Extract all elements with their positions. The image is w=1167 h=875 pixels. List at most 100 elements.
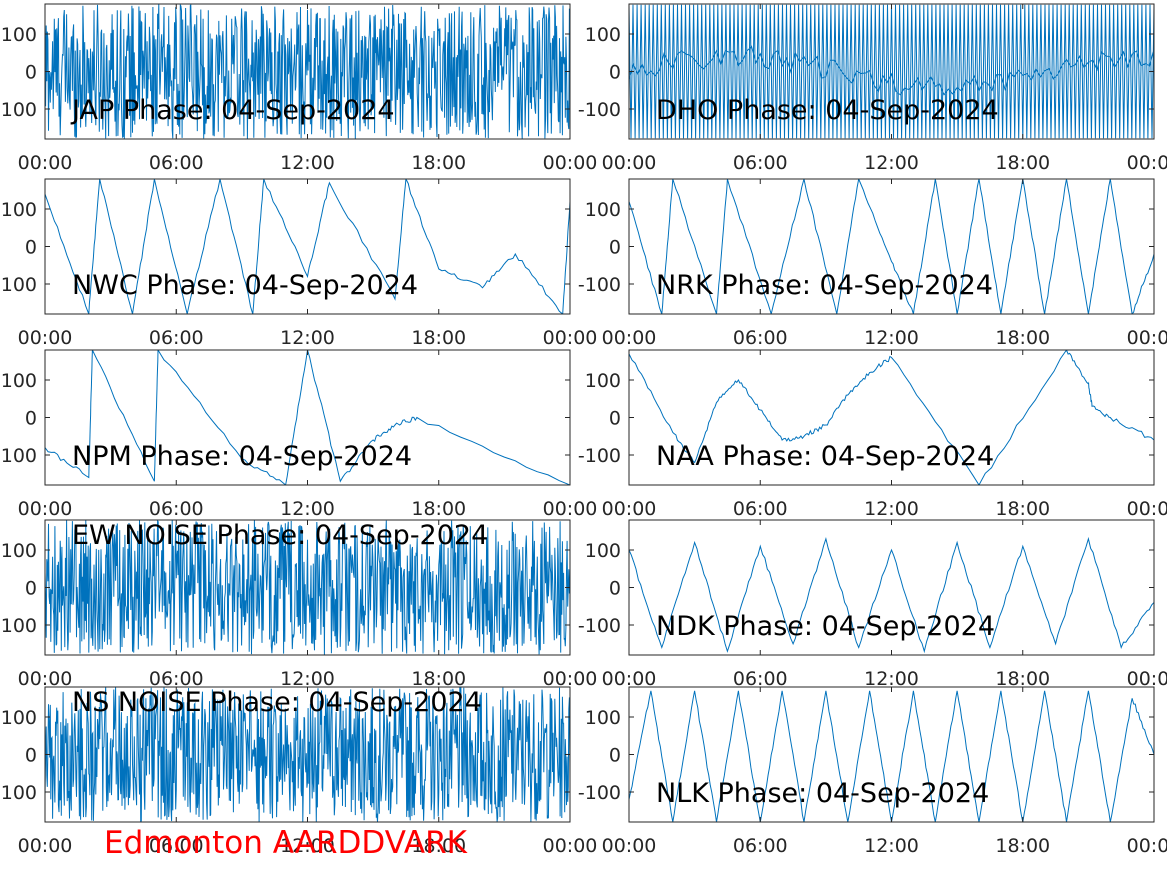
x-tick-label: 06:00: [733, 668, 788, 690]
y-tick-label: 100: [1, 199, 37, 221]
y-tick-label: -100: [578, 782, 621, 804]
x-tick-label: 06:00: [733, 835, 788, 857]
y-tick-label: -100: [578, 274, 621, 296]
y-tick-label: -100: [578, 615, 621, 637]
y-tick-label: 100: [1, 445, 37, 467]
y-tick-label: 100: [585, 707, 621, 729]
y-tick-label: -100: [578, 99, 621, 121]
y-tick-label: 0: [25, 578, 37, 600]
x-tick-label: 18:00: [411, 327, 466, 349]
subplot-title: NPM Phase: 04-Sep-2024: [72, 441, 412, 472]
subplot-5: 100 0 100 00:00 06:00 12:00 18:00 00:00 NPM Phas…: [1, 349, 598, 520]
x-tick-label: 06:00: [149, 835, 204, 857]
x-tick-label: 18:00: [995, 668, 1050, 690]
x-tick-label: 00:00: [1127, 152, 1167, 174]
x-tick-label: 06:00: [733, 498, 788, 520]
phase-series-line: [45, 350, 570, 485]
y-tick-label: 100: [1, 99, 37, 121]
x-tick-label: 00:00: [543, 498, 598, 520]
y-tick-label: 0: [25, 237, 37, 259]
x-tick-label: 00:00: [1127, 327, 1167, 349]
x-tick-label: 00:00: [18, 668, 73, 690]
x-tick-label: 18:00: [411, 835, 466, 857]
phase-series-line: [45, 687, 570, 822]
subplot-title: NWC Phase: 04-Sep-2024: [72, 270, 418, 301]
x-tick-label: 00:00: [18, 498, 73, 520]
x-tick-label: 00:00: [602, 668, 657, 690]
subplot-2: 100 0 -100 00:00 06:00 12:00 18:00 00:00 DHO Pha…: [578, 3, 1167, 174]
x-tick-label: 00:00: [602, 498, 657, 520]
subplot-7: 100 0 100 00:00 06:00 12:00 18:00 00:00 EW NOISE…: [1, 519, 598, 690]
x-tick-label: 00:00: [602, 835, 657, 857]
x-tick-label: 00:00: [543, 835, 598, 857]
subplot-title: NRK Phase: 04-Sep-2024: [656, 270, 993, 301]
subplot-6: 100 0 -100 00:00 06:00 12:00 18:00 00:00 NAA Pha…: [578, 349, 1167, 520]
x-tick-label: 18:00: [411, 152, 466, 174]
subplot-4: 100 0 -100 00:00 06:00 12:00 18:00 00:00 NRK Pha…: [578, 178, 1167, 349]
y-tick-label: 100: [585, 24, 621, 46]
x-tick-label: 06:00: [733, 152, 788, 174]
x-tick-label: 18:00: [411, 498, 466, 520]
footer-label: Edmonton AARDDVARK: [104, 825, 468, 861]
subplot-3: 100 0 100 00:00 06:00 12:00 18:00 00:00 NWC Phas…: [1, 178, 598, 349]
x-tick-label: 18:00: [995, 152, 1050, 174]
x-tick-label: 00:00: [1127, 498, 1167, 520]
x-tick-label: 12:00: [864, 327, 919, 349]
x-tick-label: 12:00: [280, 498, 335, 520]
x-tick-label: 18:00: [995, 835, 1050, 857]
y-tick-label: 0: [25, 408, 37, 430]
y-tick-label: 0: [609, 408, 621, 430]
y-tick-label: -100: [578, 445, 621, 467]
x-tick-label: 00:00: [602, 152, 657, 174]
subplot-title: DHO Phase: 04-Sep-2024: [656, 95, 999, 126]
subplot-title: NAA Phase: 04-Sep-2024: [656, 441, 994, 472]
x-tick-label: 06:00: [149, 152, 204, 174]
x-tick-label: 06:00: [149, 498, 204, 520]
subplot-9: 100 0 100 00:00 06:00 12:00 18:00 00:00 NS NOISE…: [1, 686, 598, 857]
x-tick-label: 12:00: [280, 668, 335, 690]
x-tick-label: 00:00: [1127, 668, 1167, 690]
x-tick-label: 00:00: [543, 327, 598, 349]
x-tick-label: 00:00: [1127, 835, 1167, 857]
y-tick-label: 100: [585, 199, 621, 221]
x-tick-label: 12:00: [280, 835, 335, 857]
x-tick-label: 06:00: [733, 327, 788, 349]
y-tick-label: 0: [609, 62, 621, 84]
phase-series-line: [45, 179, 570, 314]
x-tick-label: 00:00: [18, 152, 73, 174]
x-tick-label: 06:00: [149, 668, 204, 690]
subplot-title: NDK Phase: 04-Sep-2024: [656, 611, 995, 642]
y-tick-label: 0: [609, 237, 621, 259]
phase-series-line: [45, 4, 570, 139]
x-tick-label: 12:00: [280, 327, 335, 349]
phase-series-line: [629, 179, 1154, 314]
x-tick-label: 00:00: [18, 327, 73, 349]
y-tick-label: 100: [1, 782, 37, 804]
subplot-10: 100 0 -100 00:00 06:00 12:00 18:00 00:00 NLK Pha…: [578, 686, 1167, 857]
phase-series-line: [629, 350, 1154, 485]
y-tick-label: 0: [609, 745, 621, 767]
y-tick-label: 100: [1, 707, 37, 729]
x-tick-label: 00:00: [602, 327, 657, 349]
phase-series-line: [45, 520, 570, 655]
x-tick-label: 00:00: [543, 668, 598, 690]
x-tick-label: 18:00: [995, 327, 1050, 349]
x-tick-label: 12:00: [864, 668, 919, 690]
x-tick-label: 12:00: [864, 835, 919, 857]
y-tick-label: 100: [585, 540, 621, 562]
y-tick-label: 0: [25, 62, 37, 84]
x-tick-label: 18:00: [995, 498, 1050, 520]
y-tick-label: 100: [1, 24, 37, 46]
y-tick-label: 100: [1, 370, 37, 392]
subplot-8: 100 0 -100 00:00 06:00 12:00 18:00 00:00 NDK Pha…: [578, 519, 1167, 690]
y-tick-label: 100: [1, 274, 37, 296]
subplot-title: NS NOISE Phase: 04-Sep-2024: [72, 687, 482, 718]
y-tick-label: 100: [585, 370, 621, 392]
x-tick-label: 00:00: [543, 152, 598, 174]
subplot-title: EW NOISE Phase: 04-Sep-2024: [72, 520, 488, 551]
x-tick-label: 06:00: [149, 327, 204, 349]
subplot-title: NLK Phase: 04-Sep-2024: [656, 778, 989, 809]
x-tick-label: 18:00: [411, 668, 466, 690]
y-tick-label: 100: [1, 540, 37, 562]
